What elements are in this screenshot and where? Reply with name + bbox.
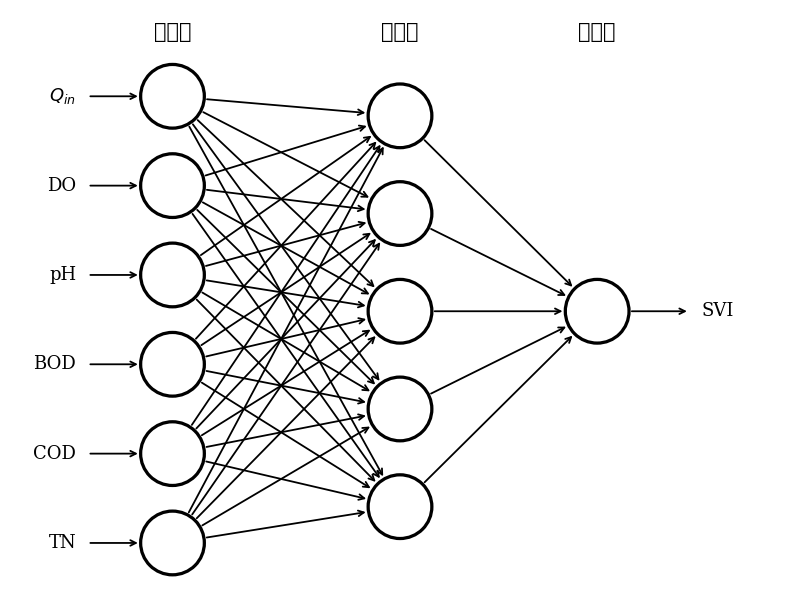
- Text: SVI: SVI: [701, 302, 734, 320]
- Text: pH: pH: [49, 266, 76, 284]
- Text: BOD: BOD: [34, 355, 76, 373]
- Circle shape: [566, 279, 629, 343]
- Circle shape: [141, 154, 204, 217]
- Text: TN: TN: [49, 534, 76, 552]
- Circle shape: [368, 475, 432, 538]
- Circle shape: [368, 84, 432, 148]
- Circle shape: [141, 511, 204, 575]
- Text: COD: COD: [34, 445, 76, 462]
- Text: 输入层: 输入层: [154, 22, 191, 42]
- Circle shape: [141, 64, 204, 128]
- Circle shape: [368, 279, 432, 343]
- Text: $Q_{in}$: $Q_{in}$: [50, 87, 76, 106]
- Text: 隐含层: 隐含层: [382, 22, 418, 42]
- Circle shape: [368, 181, 432, 246]
- Text: 输出层: 输出层: [578, 22, 616, 42]
- Circle shape: [141, 422, 204, 485]
- Text: DO: DO: [47, 177, 76, 194]
- Circle shape: [141, 243, 204, 307]
- Circle shape: [368, 377, 432, 441]
- Circle shape: [141, 332, 204, 396]
